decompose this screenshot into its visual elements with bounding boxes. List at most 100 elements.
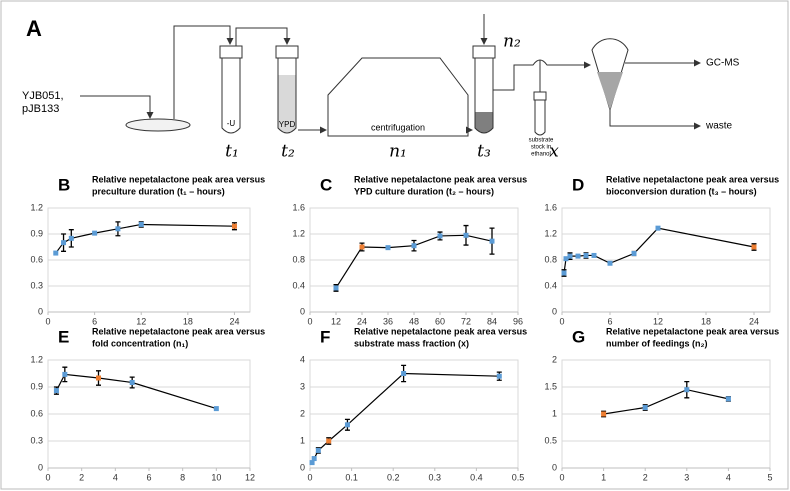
data-point xyxy=(53,388,59,394)
panel-label: G xyxy=(572,327,585,346)
y-tick-label: 0 xyxy=(300,462,305,472)
data-point xyxy=(333,285,339,291)
panel-label: A xyxy=(26,16,42,41)
x-tick-label: 18 xyxy=(183,316,193,326)
substrate-label: stock in xyxy=(531,145,551,151)
x-tick-label: 24 xyxy=(749,316,759,326)
x-tick-label: 84 xyxy=(487,316,497,326)
y-tick-label: 0 xyxy=(552,462,557,472)
panel-label: C xyxy=(320,175,332,194)
variable: n₁ xyxy=(389,142,407,162)
data-point xyxy=(129,380,135,385)
x-tick-label: 10 xyxy=(211,472,221,482)
x-tick-label: 12 xyxy=(653,316,663,326)
data-point xyxy=(631,251,637,256)
arrow xyxy=(609,110,701,130)
y-tick-label: 3 xyxy=(300,381,305,391)
tube xyxy=(221,58,241,134)
tube-fill xyxy=(475,112,493,133)
chart-title: bioconversion duration (t₃ – hours) xyxy=(606,186,757,196)
y-tick-label: 1 xyxy=(552,408,557,418)
data-point xyxy=(213,406,219,412)
strain: pJB133 xyxy=(22,103,59,115)
panel-label: E xyxy=(58,327,69,346)
y-tick-label: 1.6 xyxy=(292,202,305,212)
x-tick-label: 2 xyxy=(79,472,84,482)
y-tick-label: 0.6 xyxy=(30,254,43,264)
data-point xyxy=(437,233,443,239)
output-label: waste xyxy=(705,121,733,132)
diagram: A YJB051, pJB133 -U t₁ YPD t₂ centrifuga… xyxy=(22,14,740,162)
chart-title: YPD culture duration (t₂ – hours) xyxy=(354,186,494,196)
x-tick-label: 0 xyxy=(559,472,564,482)
x-tick-label: 6 xyxy=(146,472,151,482)
centrifuge xyxy=(327,57,469,137)
tube-cap xyxy=(219,45,243,59)
y-tick-label: 0 xyxy=(552,306,557,316)
tube-cap xyxy=(275,45,299,59)
x-tick-label: 0 xyxy=(45,316,50,326)
x-tick-label: 96 xyxy=(513,316,523,326)
y-tick-label: 0.4 xyxy=(544,280,557,290)
chart-title: number of feedings (n₂) xyxy=(606,338,708,348)
y-tick-label: 1.2 xyxy=(30,354,43,364)
x-tick-label: 6 xyxy=(92,316,97,326)
y-tick-label: 0.9 xyxy=(30,228,43,238)
x-tick-label: 12 xyxy=(245,472,255,482)
data-point xyxy=(385,245,391,251)
y-tick-label: 0.5 xyxy=(544,435,557,445)
data-point xyxy=(583,252,589,258)
chart-title: Relative nepetalactone peak area versus xyxy=(606,326,779,336)
data-point xyxy=(642,405,648,411)
x-tick-label: 0.1 xyxy=(345,472,358,482)
data-point xyxy=(561,270,567,276)
x-tick-label: 48 xyxy=(409,316,419,326)
panel-label: B xyxy=(58,175,70,194)
y-tick-label: 1.2 xyxy=(292,228,305,238)
y-tick-label: 1.5 xyxy=(544,381,557,391)
y-tick-label: 0 xyxy=(300,306,305,316)
data-point xyxy=(684,387,690,393)
tube xyxy=(277,58,297,134)
chart-title: substrate mass fraction (x) xyxy=(354,338,469,348)
y-tick-label: 2 xyxy=(552,354,557,364)
data-point xyxy=(68,235,74,241)
data-point xyxy=(315,447,321,453)
data-point xyxy=(463,232,469,238)
variable: x xyxy=(549,142,559,162)
x-tick-label: 36 xyxy=(383,316,393,326)
data-point xyxy=(61,240,67,246)
data-point xyxy=(92,230,98,236)
x-tick-label: 0 xyxy=(45,472,50,482)
x-tick-label: 4 xyxy=(113,472,118,482)
data-point xyxy=(53,250,59,256)
data-point xyxy=(591,252,597,258)
chart-title: Relative nepetalactone peak area versus xyxy=(354,174,527,184)
y-tick-label: 0.3 xyxy=(30,435,43,445)
y-tick-label: 1 xyxy=(300,435,305,445)
arrow xyxy=(235,27,291,46)
data-point xyxy=(115,226,121,232)
chart-title: Relative nepetalactone peak area versus xyxy=(354,326,527,336)
data-line xyxy=(603,389,729,415)
x-tick-label: 6 xyxy=(607,316,612,326)
y-tick-label: 0 xyxy=(38,306,43,316)
chart-title: Relative nepetalactone peak area versus xyxy=(606,174,779,184)
y-tick-label: 0.9 xyxy=(30,381,43,391)
machine-label: centrifugation xyxy=(371,122,425,132)
tube-cap xyxy=(472,45,496,59)
y-tick-label: 1.2 xyxy=(30,202,43,212)
y-tick-label: 0.8 xyxy=(544,254,557,264)
data-point xyxy=(344,422,350,428)
arrow xyxy=(80,95,154,119)
y-tick-label: 0.6 xyxy=(30,408,43,418)
chart-title: Relative nepetalactone peak area versus xyxy=(92,326,265,336)
data-point xyxy=(96,375,101,381)
x-tick-label: 24 xyxy=(229,316,239,326)
variable: t₂ xyxy=(281,142,295,162)
output-label: GC-MS xyxy=(706,58,740,69)
tube-fill xyxy=(278,75,296,133)
panel-label: D xyxy=(572,175,584,194)
data-point xyxy=(138,221,144,227)
